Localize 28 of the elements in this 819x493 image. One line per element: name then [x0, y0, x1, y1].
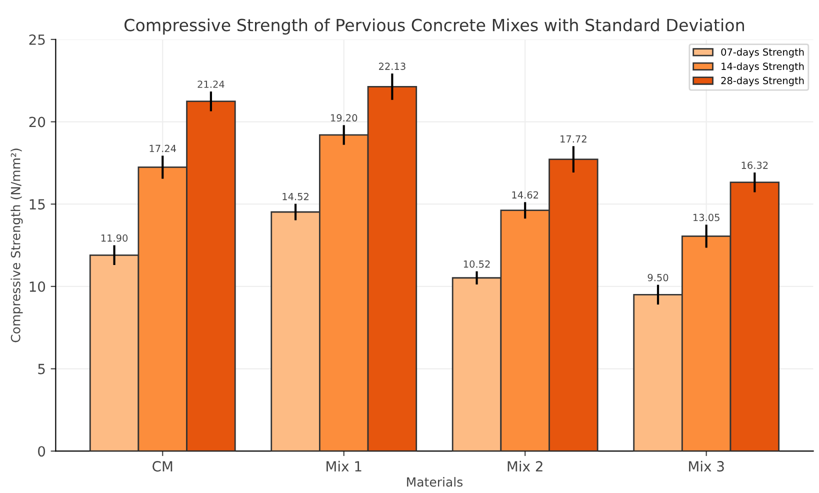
- data-label: 13.05: [693, 214, 720, 222]
- y-tick-label: 15: [30, 199, 45, 210]
- legend-label: 28-days Strength: [721, 76, 804, 86]
- y-tick-label: 25: [29, 34, 45, 45]
- data-label: 17.72: [560, 135, 586, 142]
- data-label: 21.24: [198, 80, 224, 88]
- x-tick-label: CM: [152, 461, 172, 472]
- data-label: 22.13: [378, 62, 406, 70]
- data-label: 19.20: [331, 114, 358, 122]
- x-tick-label: Mix 1: [326, 460, 362, 472]
- data-label: 14.62: [512, 191, 538, 199]
- data-label: 14.52: [282, 192, 308, 200]
- y-tick-label: 10: [30, 281, 46, 292]
- data-label: 16.32: [742, 162, 768, 169]
- y-axis-title: Compressive Strength (N/mm²): [10, 148, 23, 342]
- y-tick-label: 20: [29, 116, 46, 128]
- legend-label: 07-days Strength: [721, 48, 804, 58]
- data-label: 11.90: [101, 234, 128, 242]
- x-tick-label: Mix 2: [508, 460, 542, 472]
- x-axis-title: Materials: [407, 477, 463, 487]
- chart-title: Compressive Strength of Pervious Concrete Mixes with Standard Deviation: [124, 18, 744, 35]
- data-label: 9.50: [648, 274, 668, 282]
- data-label: 17.24: [150, 144, 176, 152]
- data-label: 10.52: [464, 260, 490, 268]
- x-tick-label: Mix 3: [689, 460, 724, 472]
- legend-label: 14-days Strength: [722, 62, 804, 72]
- y-tick-label: 5: [38, 364, 45, 374]
- y-tick-label: 0: [38, 446, 46, 457]
